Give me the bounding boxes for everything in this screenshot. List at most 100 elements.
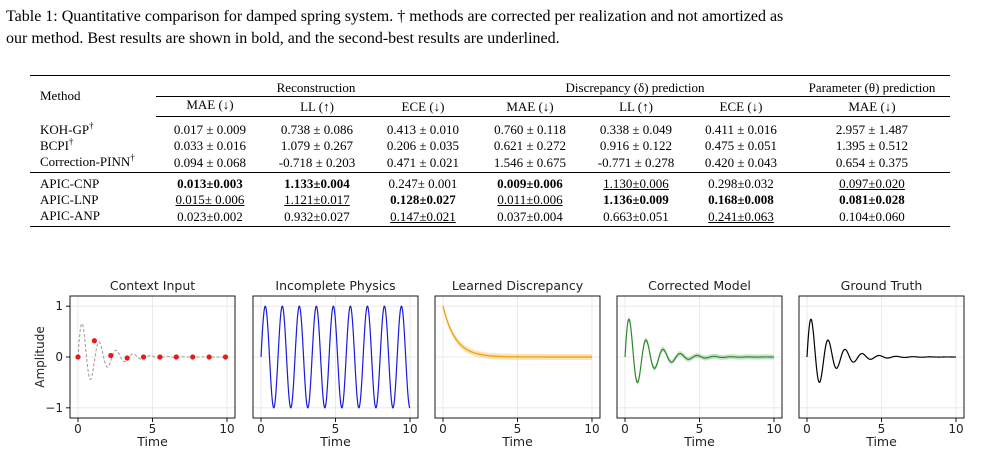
table-cell: 0.916 ± 0.122 bbox=[599, 138, 673, 153]
method-header: Method bbox=[40, 88, 81, 104]
x-axis-label: Time bbox=[501, 434, 533, 449]
context-point bbox=[190, 354, 196, 360]
table-cell: 0.420 ± 0.043 bbox=[688, 154, 794, 173]
plot-title: Incomplete Physics bbox=[275, 278, 395, 293]
group-parameter: Parameter (θ) prediction bbox=[794, 75, 950, 97]
discrepancy-band bbox=[443, 303, 592, 361]
context-point bbox=[140, 354, 147, 360]
table-row: APIC-ANP 0.023±0.002 0.932±0.027 0.147±0… bbox=[30, 208, 950, 227]
table-caption: Table 1: Quantitative comparison for dam… bbox=[6, 6, 982, 50]
table-cell: 0.094 ± 0.068 bbox=[156, 154, 264, 173]
table-cell: 0.037±0.004 bbox=[476, 208, 584, 227]
x-axis-label: Time bbox=[319, 434, 351, 449]
method-name: APIC-LNP bbox=[40, 192, 99, 207]
cell-value: 1.130±0.006 bbox=[603, 176, 669, 191]
table-cell: 0.009±0.006 bbox=[497, 176, 563, 191]
x-axis-label: Time bbox=[865, 434, 897, 449]
table-cell: 1.130±0.006 bbox=[584, 173, 688, 193]
table-row: BCPI† 0.033 ± 0.016 1.079 ± 0.267 0.206 … bbox=[30, 136, 950, 154]
col-header: MAE (↓) bbox=[476, 96, 584, 117]
truth-series-line bbox=[806, 318, 956, 383]
table-cell: 0.471 ± 0.021 bbox=[370, 154, 476, 173]
col-header: MAE (↓) bbox=[794, 96, 950, 117]
table-cell: 0.338 ± 0.049 bbox=[599, 122, 673, 137]
table-cell: 0.147±0.021 bbox=[370, 208, 476, 227]
x-tick-label: 10 bbox=[402, 422, 417, 436]
plot-title: Corrected Model bbox=[648, 278, 751, 293]
x-tick-label: 0 bbox=[621, 422, 629, 436]
table-cell: 0.015± 0.006 bbox=[156, 192, 264, 208]
table-row: Correction-PINN† 0.094 ± 0.068 -0.718 ± … bbox=[30, 152, 950, 173]
table-cell: 1.395 ± 0.512 bbox=[835, 138, 909, 153]
table-cell: 0.413 ± 0.010 bbox=[386, 122, 460, 137]
context-point bbox=[108, 352, 114, 359]
table-cell: 0.104±0.060 bbox=[794, 208, 950, 227]
x-axis-label: Time bbox=[683, 434, 715, 449]
results-table: Method Reconstruction Discrepancy (δ) pr… bbox=[30, 75, 950, 227]
table-cell: 0.760 ± 0.118 bbox=[494, 122, 566, 137]
table-cell: 1.133±0.004 bbox=[284, 176, 350, 191]
cell-value: 0.147±0.021 bbox=[390, 209, 456, 224]
table-cell: 0.663±0.051 bbox=[584, 208, 688, 227]
x-tick-label: 10 bbox=[948, 422, 963, 436]
table-cell: 0.654 ± 0.375 bbox=[794, 154, 950, 173]
table-cell: 0.168±0.008 bbox=[708, 192, 774, 207]
dagger-mark: † bbox=[130, 152, 135, 163]
cell-value: 1.121±0.017 bbox=[284, 192, 350, 207]
method-name: BCPI bbox=[40, 138, 69, 153]
x-tick-label: 5 bbox=[149, 422, 157, 436]
table-cell: -0.771 ± 0.278 bbox=[584, 154, 688, 173]
x-tick-label: 5 bbox=[514, 422, 522, 436]
dagger-mark: † bbox=[89, 120, 94, 131]
plot-title: Learned Discrepancy bbox=[452, 278, 584, 293]
corrected-series-line bbox=[624, 318, 774, 383]
y-tick-label: −1 bbox=[45, 401, 63, 415]
context-point bbox=[124, 355, 130, 361]
table-cell: 0.932±0.027 bbox=[264, 208, 370, 227]
table-cell: 0.023±0.002 bbox=[156, 208, 264, 227]
x-tick-label: 0 bbox=[257, 422, 265, 436]
table-cell: 0.128±0.027 bbox=[390, 192, 456, 207]
dagger-mark: † bbox=[68, 136, 74, 147]
column-header-row: MAE (↓) LL (↑) ECE (↓) MAE (↓) LL (↑) EC… bbox=[30, 96, 950, 117]
physics-series-line bbox=[260, 305, 411, 409]
group-reconstruction: Reconstruction bbox=[156, 75, 476, 97]
table-cell: 0.621 ± 0.272 bbox=[493, 138, 567, 153]
table-cell: -0.718 ± 0.203 bbox=[264, 154, 370, 173]
cell-value: 0.097±0.020 bbox=[839, 176, 905, 191]
x-tick-label: 5 bbox=[878, 422, 886, 436]
plot-title: Ground Truth bbox=[841, 278, 923, 293]
group-discrepancy: Discrepancy (δ) prediction bbox=[476, 75, 794, 97]
table-cell: 2.957 ± 1.487 bbox=[835, 122, 909, 137]
cell-value: 0.015± 0.006 bbox=[175, 192, 245, 207]
context-point bbox=[173, 354, 179, 360]
x-tick-label: 5 bbox=[696, 422, 704, 436]
caption-line-1: Table 1: Quantitative comparison for dam… bbox=[6, 8, 784, 25]
table-cell: 1.546 ± 0.675 bbox=[476, 154, 584, 173]
group-header-row: Method Reconstruction Discrepancy (δ) pr… bbox=[30, 75, 950, 103]
table-cell: 0.298±0.032 bbox=[708, 176, 774, 191]
y-tick-label: 0 bbox=[55, 350, 63, 364]
method-name: APIC-ANP bbox=[30, 208, 156, 227]
table-cell: 1.121±0.017 bbox=[264, 192, 370, 208]
discrepancy-series-line bbox=[442, 306, 592, 358]
x-tick-label: 0 bbox=[74, 422, 82, 436]
x-tick-label: 0 bbox=[439, 422, 447, 436]
context-point bbox=[206, 354, 212, 360]
x-tick-label: 0 bbox=[803, 422, 811, 436]
x-tick-label: 10 bbox=[766, 422, 781, 436]
x-axis-label: Time bbox=[136, 434, 168, 449]
caption-line-2: our method. Best results are shown in bo… bbox=[6, 30, 560, 47]
y-tick-label: 1 bbox=[55, 299, 63, 313]
table-row: APIC-CNP 0.013±0.003 1.133±0.004 0.247± … bbox=[30, 173, 950, 193]
table-row: KOH-GP† 0.017 ± 0.009 0.738 ± 0.086 0.41… bbox=[30, 120, 950, 138]
table-cell: 0.411 ± 0.016 bbox=[705, 122, 777, 137]
table-cell: 0.013±0.003 bbox=[177, 176, 243, 191]
table-cell: 0.033 ± 0.016 bbox=[173, 138, 247, 153]
y-axis-label: Amplitude bbox=[33, 326, 47, 388]
cell-value: 0.011±0.006 bbox=[497, 192, 563, 207]
method-name: Correction-PINN bbox=[40, 154, 131, 169]
col-header: LL (↑) bbox=[264, 96, 370, 117]
context-point bbox=[157, 354, 163, 360]
